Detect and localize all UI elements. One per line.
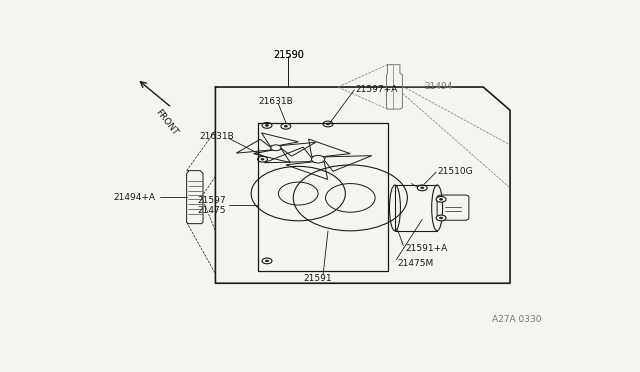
- Circle shape: [417, 185, 428, 191]
- Text: 21510G: 21510G: [437, 167, 473, 176]
- Circle shape: [440, 198, 443, 200]
- Circle shape: [266, 260, 269, 262]
- Text: 21494: 21494: [425, 82, 453, 91]
- Circle shape: [262, 122, 272, 128]
- Text: 21631B: 21631B: [199, 132, 234, 141]
- Text: 21590: 21590: [273, 50, 304, 60]
- Circle shape: [261, 158, 264, 160]
- Circle shape: [281, 124, 291, 129]
- Circle shape: [436, 196, 446, 202]
- Circle shape: [323, 121, 333, 127]
- Circle shape: [436, 215, 446, 221]
- Circle shape: [420, 187, 424, 189]
- Circle shape: [440, 217, 443, 219]
- Circle shape: [262, 258, 272, 264]
- Text: 21590: 21590: [273, 50, 304, 60]
- Circle shape: [312, 155, 324, 163]
- Circle shape: [257, 156, 268, 162]
- Text: 21475: 21475: [198, 206, 227, 215]
- Circle shape: [266, 125, 269, 126]
- Circle shape: [326, 123, 330, 125]
- Text: 21597: 21597: [198, 196, 227, 205]
- Circle shape: [271, 145, 281, 151]
- Text: FRONT: FRONT: [154, 107, 180, 137]
- Text: 21475M: 21475M: [397, 259, 434, 268]
- Text: A27A 0330: A27A 0330: [492, 315, 541, 324]
- Text: 21591: 21591: [304, 273, 332, 283]
- Text: 21631B: 21631B: [259, 97, 293, 106]
- Text: 21597+A: 21597+A: [355, 84, 397, 93]
- Circle shape: [284, 125, 287, 127]
- Text: 21494+A: 21494+A: [113, 193, 156, 202]
- Text: 21591+A: 21591+A: [405, 244, 447, 253]
